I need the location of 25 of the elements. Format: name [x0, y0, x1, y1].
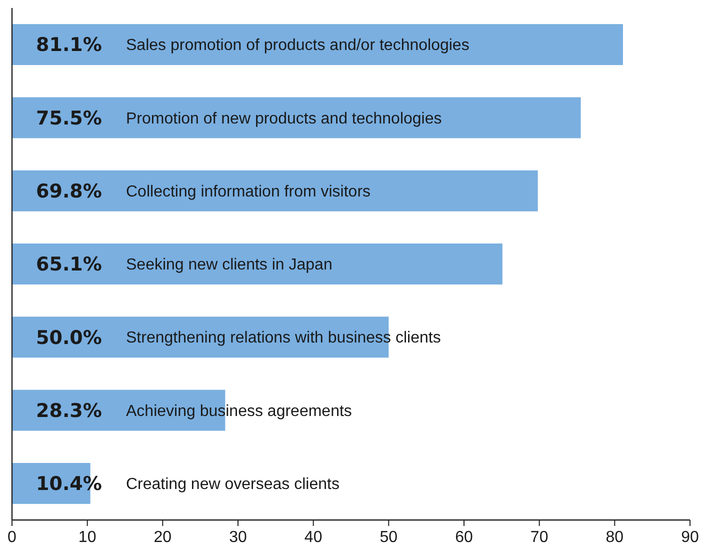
data-label: 50.0%: [36, 326, 102, 349]
data-label: 75.5%: [36, 107, 102, 130]
x-tick-label: 70: [530, 529, 548, 546]
y-tick-label: Collecting information from visitors: [126, 183, 371, 200]
data-label: 65.1%: [36, 254, 102, 276]
data-label: 28.3%: [36, 400, 102, 422]
x-tick-label: 20: [154, 529, 172, 546]
y-tick-label: Promotion of new products and technologies: [126, 110, 442, 128]
data-label: 81.1%: [36, 34, 102, 56]
bar: [12, 97, 581, 138]
bar: [12, 170, 538, 212]
x-tick-label: 60: [455, 529, 473, 546]
x-tick-label: 30: [229, 529, 247, 546]
x-tick-label: 50: [380, 529, 398, 546]
y-tick-label: Sales promotion of products and/or technologies: [126, 37, 470, 54]
x-tick-label: 0: [8, 529, 17, 546]
data-label: 69.8%: [36, 180, 102, 203]
x-tick-label: 80: [606, 529, 624, 546]
x-tick-label: 90: [681, 529, 699, 546]
x-tick-label: 40: [304, 529, 322, 546]
y-tick-label: Creating new overseas clients: [126, 476, 340, 494]
bar: [12, 244, 502, 284]
y-tick-label: Seeking new clients in Japan: [126, 256, 332, 274]
x-tick-label: 10: [78, 529, 96, 546]
bar: [12, 24, 623, 66]
